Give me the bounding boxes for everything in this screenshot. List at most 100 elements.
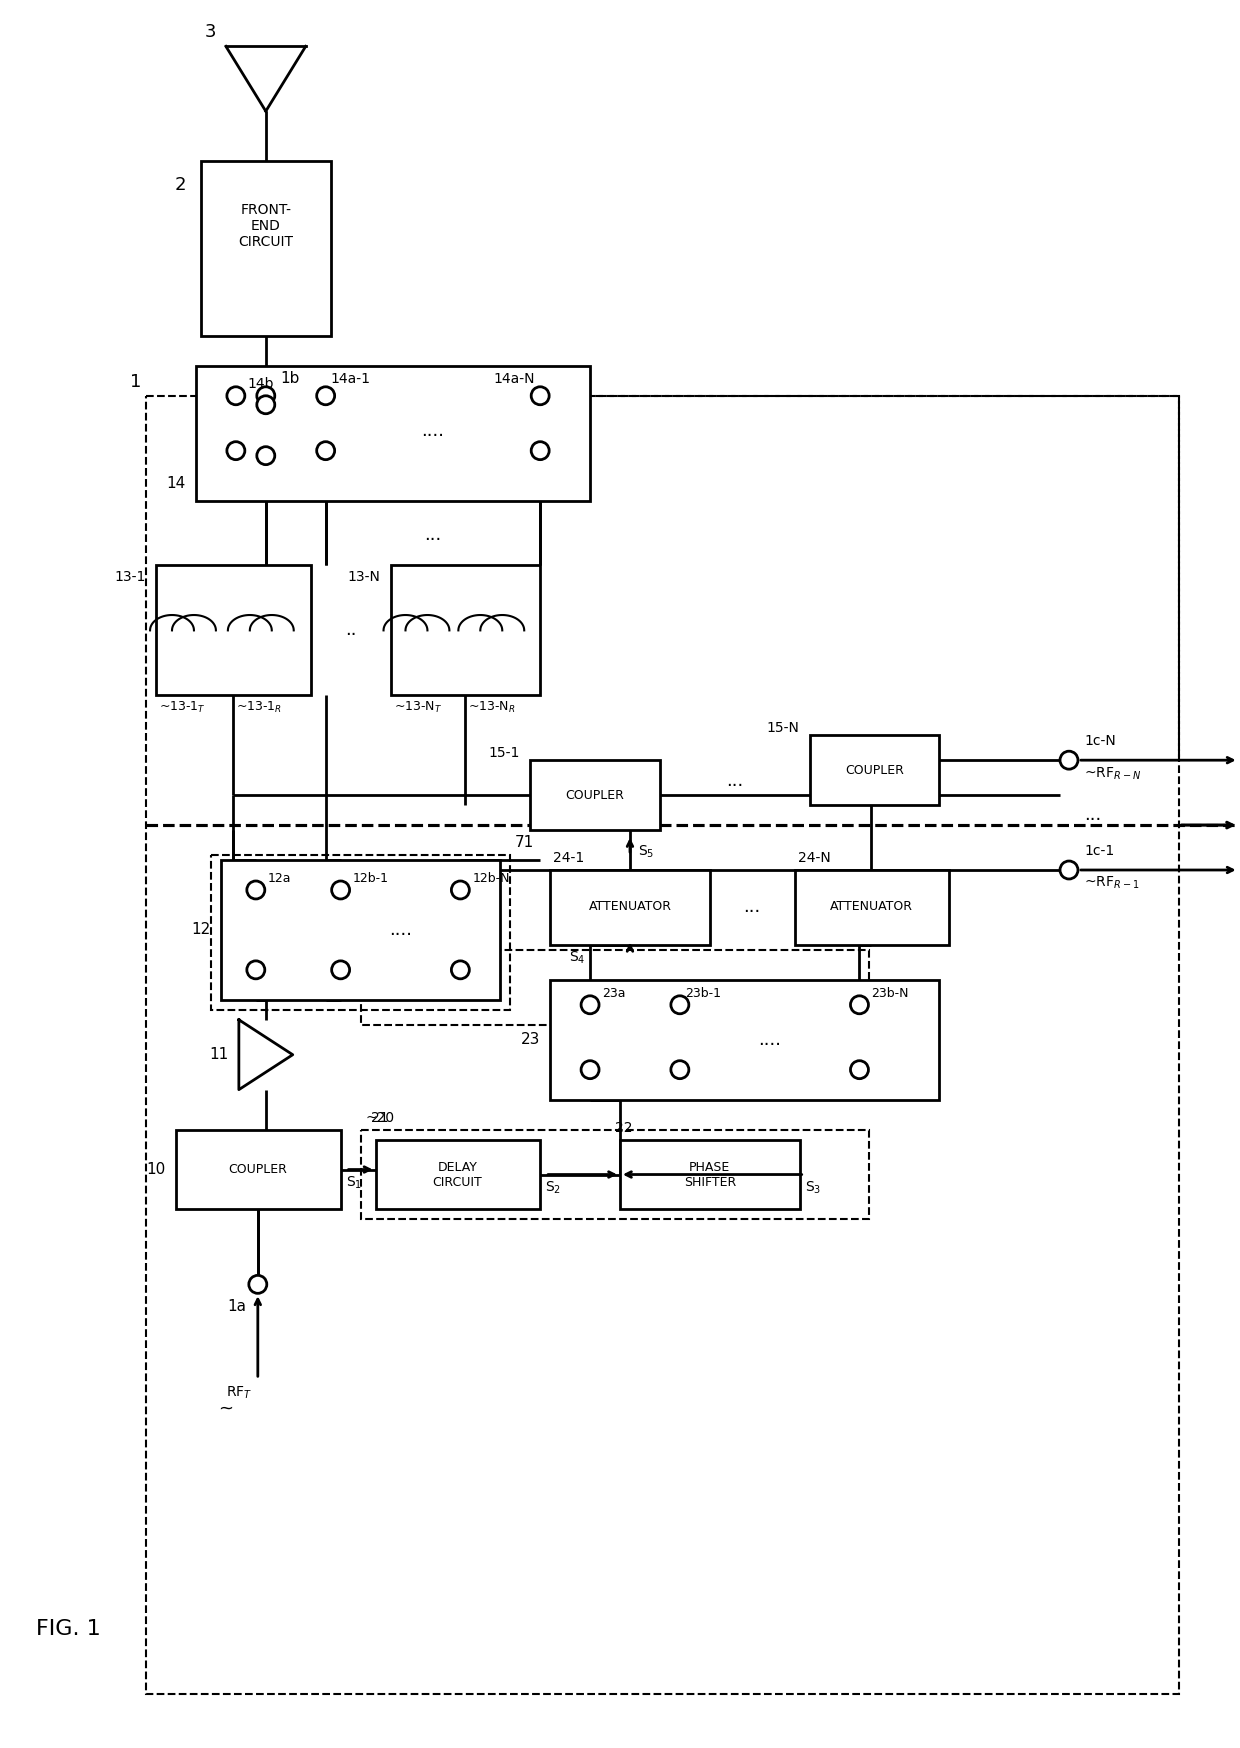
Text: ATTENUATOR: ATTENUATOR: [589, 900, 672, 914]
Bar: [551, 981, 939, 1099]
Text: ...: ...: [727, 773, 743, 790]
Bar: [361, 1129, 869, 1220]
Text: ...: ...: [424, 526, 441, 544]
Text: COUPLER: COUPLER: [844, 764, 904, 776]
Text: ATTENUATOR: ATTENUATOR: [830, 900, 913, 914]
Text: ...: ...: [1084, 806, 1101, 823]
Bar: [620, 1140, 800, 1210]
Bar: [156, 566, 311, 696]
Text: 24-N: 24-N: [797, 851, 831, 865]
Circle shape: [227, 442, 244, 460]
Text: ....: ....: [420, 421, 444, 440]
Text: 23b-N: 23b-N: [872, 988, 909, 1000]
Circle shape: [247, 961, 265, 979]
Text: 1a: 1a: [227, 1299, 246, 1314]
Text: RF$_T$: RF$_T$: [227, 1384, 253, 1400]
Circle shape: [1060, 752, 1078, 769]
Text: 3: 3: [205, 23, 216, 42]
Circle shape: [257, 386, 275, 406]
Bar: [795, 871, 950, 946]
Circle shape: [851, 1061, 868, 1079]
Text: S$_2$: S$_2$: [546, 1180, 562, 1196]
Bar: [201, 161, 331, 336]
Text: 12b-N: 12b-N: [472, 872, 510, 884]
Text: ....: ....: [758, 1031, 781, 1049]
Text: 12b-1: 12b-1: [352, 872, 388, 884]
Bar: [531, 760, 660, 830]
Text: PHASE
SHIFTER: PHASE SHIFTER: [683, 1161, 735, 1189]
Text: S$_1$: S$_1$: [346, 1175, 362, 1190]
Text: FIG. 1: FIG. 1: [36, 1619, 102, 1640]
Text: 13-N: 13-N: [347, 570, 381, 584]
Text: ~20: ~20: [366, 1110, 394, 1124]
Circle shape: [531, 442, 549, 460]
Bar: [810, 736, 939, 806]
Text: 11: 11: [210, 1047, 229, 1063]
Circle shape: [671, 996, 689, 1014]
Circle shape: [851, 996, 868, 1014]
Text: 13-1: 13-1: [114, 570, 146, 584]
Text: 14a-1: 14a-1: [331, 372, 371, 386]
Text: 1: 1: [130, 372, 141, 392]
Text: ...: ...: [743, 898, 760, 916]
Bar: [376, 1140, 541, 1210]
Text: 15-N: 15-N: [766, 722, 800, 736]
Text: 14: 14: [166, 475, 186, 491]
Text: 2: 2: [175, 177, 186, 194]
Text: ~: ~: [218, 1398, 233, 1418]
Bar: [211, 855, 510, 1010]
Text: 24-1: 24-1: [553, 851, 584, 865]
Text: ~13-1$_T$: ~13-1$_T$: [159, 701, 206, 715]
Circle shape: [316, 442, 335, 460]
Text: ....: ....: [389, 921, 412, 939]
Text: 15-1: 15-1: [489, 746, 521, 760]
Text: S$_3$: S$_3$: [805, 1180, 821, 1196]
Text: COUPLER: COUPLER: [228, 1162, 288, 1176]
Circle shape: [451, 881, 469, 898]
Text: 21: 21: [371, 1110, 388, 1124]
Bar: [221, 860, 500, 1000]
Text: COUPLER: COUPLER: [565, 788, 625, 802]
Text: 14b: 14b: [248, 378, 274, 392]
Circle shape: [1060, 862, 1078, 879]
Text: 71: 71: [516, 836, 534, 850]
Bar: [551, 871, 709, 946]
Text: 23: 23: [521, 1033, 541, 1047]
Text: 1c-1: 1c-1: [1084, 844, 1115, 858]
Text: 23a: 23a: [603, 988, 625, 1000]
Circle shape: [671, 1061, 689, 1079]
Text: ..: ..: [345, 621, 356, 640]
Text: 22: 22: [615, 1120, 632, 1134]
Bar: [361, 949, 869, 1024]
Text: S$_4$: S$_4$: [569, 949, 585, 967]
Text: ~13-1$_R$: ~13-1$_R$: [236, 701, 281, 715]
Bar: [146, 395, 1179, 1694]
Text: 10: 10: [146, 1162, 166, 1176]
Text: 14a-N: 14a-N: [494, 372, 536, 386]
Circle shape: [247, 881, 265, 898]
Text: ~13-N$_R$: ~13-N$_R$: [469, 701, 516, 715]
Text: 1b: 1b: [280, 371, 300, 386]
Text: ~13-N$_T$: ~13-N$_T$: [393, 701, 441, 715]
Circle shape: [257, 447, 275, 465]
Text: ~RF$_{R-1}$: ~RF$_{R-1}$: [1084, 876, 1140, 891]
Bar: [196, 365, 590, 500]
Text: 23b-1: 23b-1: [684, 988, 720, 1000]
Text: FRONT-
END
CIRCUIT: FRONT- END CIRCUIT: [238, 203, 294, 250]
Text: 1c-N: 1c-N: [1084, 734, 1116, 748]
Text: 12a: 12a: [268, 872, 291, 884]
Circle shape: [582, 996, 599, 1014]
Circle shape: [316, 386, 335, 406]
Circle shape: [531, 386, 549, 406]
Bar: [391, 566, 541, 696]
Text: DELAY
CIRCUIT: DELAY CIRCUIT: [433, 1161, 482, 1189]
Text: S$_5$: S$_5$: [637, 844, 655, 860]
Circle shape: [249, 1276, 267, 1294]
Circle shape: [451, 961, 469, 979]
Circle shape: [227, 386, 244, 406]
Bar: [176, 1129, 341, 1210]
Text: ~RF$_{R-N}$: ~RF$_{R-N}$: [1084, 766, 1141, 781]
Circle shape: [257, 395, 275, 414]
Circle shape: [331, 881, 350, 898]
Text: 12: 12: [192, 923, 211, 937]
